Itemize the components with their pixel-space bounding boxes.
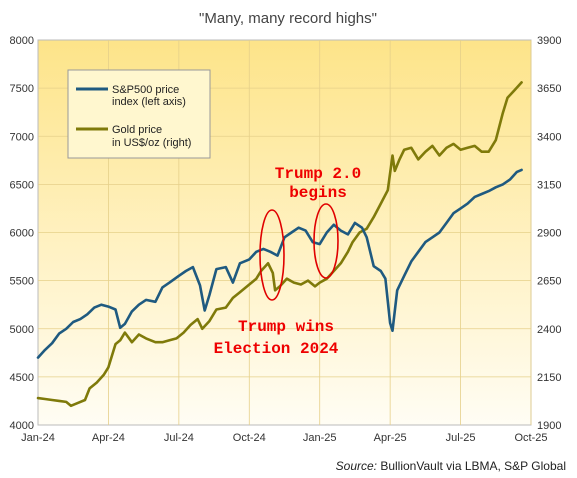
- y-right-tick-label: 2650: [537, 276, 561, 288]
- legend-label-sp500-line2: index (left axis): [112, 96, 186, 108]
- annotation-trump-wins-line1: Trump wins: [238, 318, 334, 336]
- x-tick-label: Oct-24: [233, 432, 266, 444]
- y-right-tick-label: 2900: [537, 228, 561, 240]
- x-tick-label: Jan-24: [21, 432, 55, 444]
- right-axis: 1900 2150 2400 2650 2900 3150 3400 3650 3900: [537, 35, 561, 432]
- y-left-tick-label: 6500: [10, 179, 34, 191]
- x-axis: Jan-24 Apr-24 Jul-24 Oct-24 Jan-25 Apr-25 Jul-…: [21, 432, 547, 444]
- y-right-tick-label: 1900: [537, 420, 561, 432]
- legend-label-gold-line2: in US$/oz (right): [112, 137, 191, 149]
- source-note: Source: BullionVault via LBMA, S&P Globa…: [336, 459, 566, 473]
- y-left-tick-label: 5000: [10, 324, 34, 336]
- legend-label-gold-line1: Gold price: [112, 124, 162, 136]
- source-rest: BullionVault via LBMA, S&P Global: [377, 459, 566, 473]
- y-right-tick-label: 2400: [537, 324, 561, 336]
- y-left-tick-label: 5500: [10, 276, 34, 288]
- y-left-tick-label: 4000: [10, 420, 34, 432]
- y-left-tick-label: 6000: [10, 228, 34, 240]
- y-left-tick-label: 7000: [10, 131, 34, 143]
- legend: S&P500 price index (left axis) Gold pric…: [67, 69, 211, 159]
- y-right-tick-label: 2150: [537, 372, 561, 384]
- y-right-tick-label: 3900: [537, 35, 561, 47]
- x-tick-label: Apr-24: [92, 432, 125, 444]
- x-tick-label: Jul-25: [446, 432, 476, 444]
- source-prefix: Source:: [336, 459, 377, 473]
- legend-box: [67, 69, 211, 159]
- sp500-series-line: [36, 168, 523, 359]
- highlight-ellipse-inauguration: [313, 203, 339, 279]
- left-axis: 4000 4500 5000 5500 6000 6500 7000 7500 8000: [10, 35, 34, 432]
- y-left-tick-label: 4500: [10, 372, 34, 384]
- y-right-tick-label: 3650: [537, 83, 561, 95]
- y-left-tick-label: 7500: [10, 83, 34, 95]
- x-tick-label: Jul-24: [164, 432, 194, 444]
- y-left-tick-label: 8000: [10, 35, 34, 47]
- x-tick-label: Jan-25: [303, 432, 337, 444]
- x-tick-label: Oct-25: [514, 432, 547, 444]
- y-right-tick-label: 3400: [537, 131, 561, 143]
- annotation-trump-begins-line1: Trump 2.0: [275, 165, 361, 183]
- chart-title: "Many, many record highs": [199, 10, 377, 27]
- annotation-trump-wins-line2: Election 2024: [214, 340, 339, 358]
- y-right-tick-label: 3150: [537, 179, 561, 191]
- legend-label-sp500-line1: S&P500 price: [112, 84, 179, 96]
- annotation-trump-begins-line2: begins: [289, 184, 347, 202]
- x-tick-label: Apr-25: [374, 432, 407, 444]
- highlight-ellipse-election: [259, 209, 285, 301]
